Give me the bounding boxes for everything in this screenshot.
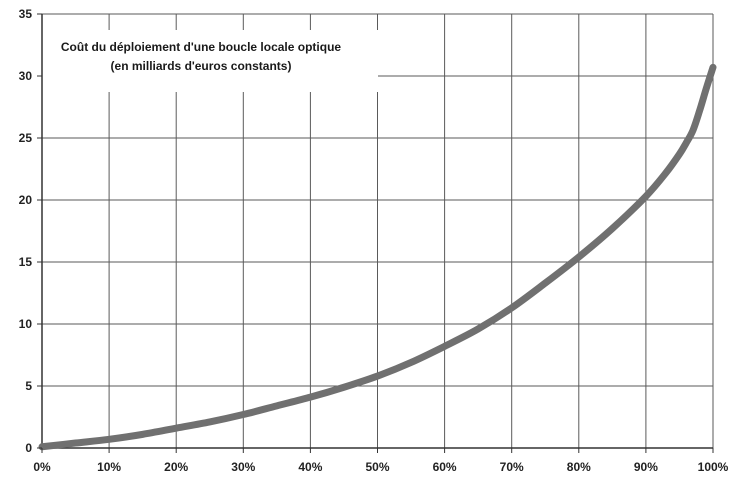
x-tick-label: 40% — [298, 460, 322, 474]
chart-title-background — [28, 30, 378, 92]
series-line — [38, 63, 717, 451]
x-tick-label: 50% — [365, 460, 389, 474]
x-tick-label: 70% — [500, 460, 524, 474]
x-tick-label: 0% — [33, 460, 51, 474]
y-tick-label: 15 — [19, 255, 33, 269]
y-tick-label: 25 — [19, 131, 33, 145]
y-tick-label: 35 — [19, 7, 33, 21]
x-tick-label: 80% — [567, 460, 591, 474]
chart-title: Coût du déploiement d'une boucle locale … — [28, 30, 378, 92]
y-axis-ticks: 0 5 10 15 20 25 30 35 — [19, 7, 42, 455]
x-axis-ticks: 0% 10% 20% 30% 40% 50% 60% 70% 80% 90% 100% — [33, 448, 729, 474]
series — [38, 63, 717, 451]
x-tick-label: 100% — [698, 460, 729, 474]
x-tick-label: 30% — [231, 460, 255, 474]
y-tick-label: 20 — [19, 193, 33, 207]
x-tick-label: 20% — [164, 460, 188, 474]
x-tick-label: 10% — [97, 460, 121, 474]
x-tick-label: 90% — [634, 460, 658, 474]
y-tick-label: 30 — [19, 69, 33, 83]
x-tick-label: 60% — [433, 460, 457, 474]
chart-title-line-1: Coût du déploiement d'une boucle locale … — [61, 40, 342, 54]
y-tick-label: 10 — [19, 317, 33, 331]
chart-title-line-2: (en milliards d'euros constants) — [111, 59, 292, 73]
y-tick-label: 5 — [25, 379, 32, 393]
y-tick-label: 0 — [25, 441, 32, 455]
